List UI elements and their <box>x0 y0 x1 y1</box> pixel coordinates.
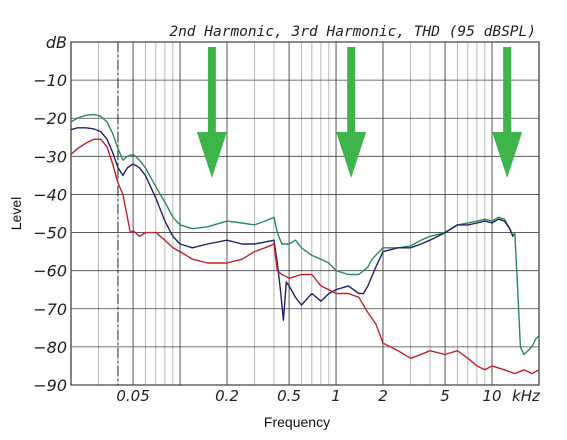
vertical-grid-lines <box>98 42 493 385</box>
plot-frame <box>70 41 540 386</box>
y-tick-label: −50 <box>33 224 67 243</box>
x-tick-label: kHz <box>512 387 541 405</box>
x-tick-labels: 0.05 0.2 0.5 1 2 5 10 kHz <box>116 387 541 405</box>
y-tick-label: −40 <box>33 185 67 204</box>
x-axis-label: Frequency <box>264 414 330 430</box>
x-tick-label: 5 <box>440 387 450 405</box>
y-tick-label: −80 <box>33 338 67 357</box>
y-tick-label: −20 <box>33 109 67 128</box>
horizontal-grid-lines <box>71 41 539 386</box>
x-tick-label: 2 <box>378 387 388 405</box>
y-tick-label: −70 <box>33 300 67 319</box>
y-tick-label: −30 <box>33 147 67 166</box>
y-axis-label: Level <box>8 197 24 230</box>
series-line-3 <box>70 138 540 375</box>
x-tick-label: 10 <box>482 387 501 405</box>
series-layer <box>70 113 540 375</box>
y-tick-label: −10 <box>33 71 67 90</box>
x-tick-label: 0.05 <box>116 387 149 405</box>
y-tick-labels: dB −10 −20 −30 −40 −50 −60 −70 −80 −90 <box>33 33 67 395</box>
arrows-layer <box>196 47 523 178</box>
y-tick-label: −90 <box>33 376 67 395</box>
series-line-1 <box>70 113 540 356</box>
x-tick-label: 0.2 <box>215 387 239 405</box>
y-tick-label: dB <box>46 33 67 52</box>
down-arrow-3 <box>492 47 523 178</box>
x-tick-label: 0.5 <box>277 387 301 405</box>
down-arrow-1 <box>196 47 227 178</box>
y-tick-label: −60 <box>33 262 67 281</box>
series-line-2 <box>70 127 514 321</box>
chart-title: 2nd Harmonic, 3rd Harmonic, THD (95 dBSP… <box>169 24 536 40</box>
down-arrow-2 <box>336 47 367 178</box>
x-tick-label: 1 <box>331 387 341 405</box>
